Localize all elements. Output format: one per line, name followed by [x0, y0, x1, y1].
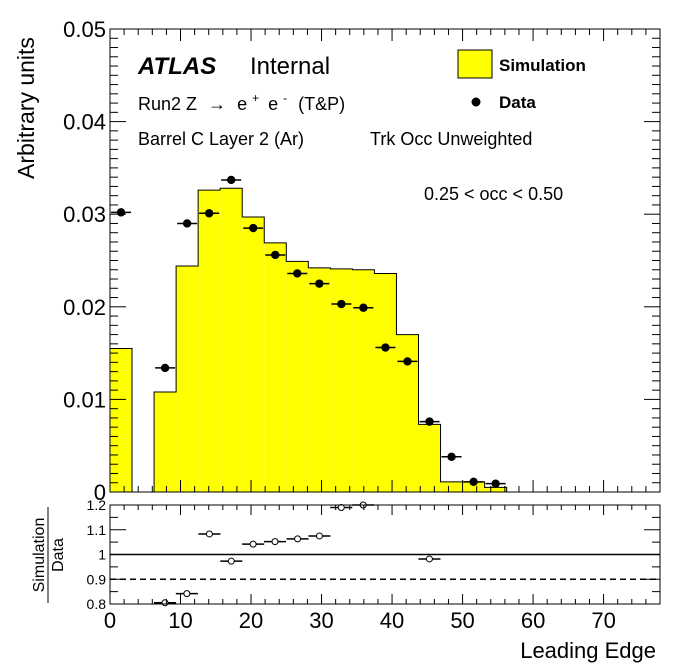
simulation-bar	[286, 261, 309, 492]
positron-charge: +	[252, 91, 259, 105]
process-suffix: (T&P)	[298, 94, 345, 114]
process-label: Run2 Z → e + e - (T&P)	[138, 86, 345, 114]
data-point	[337, 299, 346, 309]
process-arrow: →	[208, 94, 226, 114]
simulation-bar	[154, 391, 177, 492]
legend-data-label: Data	[499, 93, 536, 112]
ratio-x-ticks: 0 10 20 30 40 50 60 70	[104, 505, 661, 633]
region-label: Barrel C Layer 2 (Ar)	[138, 129, 304, 149]
weighting-label: Trk Occ Unweighted	[370, 129, 532, 149]
main-panel: 0 0.01 0.02 0.03 0.04 0.05	[63, 17, 661, 505]
legend-data-marker	[471, 97, 481, 107]
simulation-bar	[264, 242, 287, 492]
data-point	[359, 303, 368, 312]
simulation-bar	[374, 273, 397, 492]
simulation-bar	[242, 216, 265, 492]
main-y-tick-label: 0.02	[63, 295, 106, 320]
data-point	[315, 279, 324, 288]
ratio-y-tick-label: 0.9	[87, 571, 107, 587]
main-y-tick-label: 0.05	[63, 17, 106, 42]
occupancy-bin-label: 0.25 < occ < 0.50	[424, 184, 563, 204]
ratio-x-tick-label: 60	[521, 608, 545, 633]
main-y-ticks: 0 0.01 0.02 0.03 0.04 0.05	[63, 17, 660, 505]
simulation-bar	[462, 481, 485, 492]
legend-simulation-label: Simulation	[499, 56, 586, 75]
simulation-bar	[352, 269, 375, 492]
electron-symbol-2: e	[268, 94, 278, 114]
data-point	[271, 250, 280, 260]
simulation-bar	[198, 190, 221, 492]
legend-simulation-swatch	[457, 49, 493, 79]
ratio-point	[249, 540, 257, 548]
data-point	[381, 343, 390, 352]
ratio-x-tick-label: 20	[239, 608, 263, 633]
y-axis-title: Arbitrary units	[13, 37, 39, 179]
data-point	[469, 477, 478, 487]
data-point	[491, 479, 500, 488]
simulation-bar	[330, 268, 353, 492]
process-prefix: Run2 Z	[138, 94, 197, 114]
ratio-x-tick-label: 40	[380, 608, 404, 633]
ratio-y-tick-label: 0.8	[87, 596, 107, 612]
data-point	[447, 452, 456, 462]
ratio-x-tick-label: 0	[104, 608, 116, 633]
ratio-panel: 0 10 20 30 40 50 60 70 0.8 0.9 1 1.1 1.2	[87, 497, 661, 633]
simulation-histogram	[110, 188, 507, 492]
electron-symbol: e	[237, 94, 247, 114]
data-point	[116, 208, 126, 217]
data-point	[160, 363, 170, 373]
ratio-point	[161, 599, 169, 607]
main-y-tick-label: 0	[94, 480, 106, 505]
data-point	[249, 223, 258, 233]
ratio-y-tick-label: 1	[98, 547, 106, 563]
ratio-point	[205, 530, 213, 538]
simulation-bar	[440, 481, 463, 492]
data-points	[111, 175, 506, 488]
simulation-bar	[418, 424, 441, 492]
legend: Simulation Data	[457, 49, 586, 112]
ratio-point	[271, 538, 279, 546]
ratio-y-tick-label: 1.2	[87, 497, 107, 513]
ratio-y-numerator: Simulation	[31, 518, 48, 593]
ratio-point	[183, 590, 191, 598]
main-x-ticks	[109, 29, 661, 492]
ratio-point	[227, 557, 235, 565]
ratio-x-tick-label: 10	[168, 608, 192, 633]
data-point	[425, 417, 434, 426]
ratio-y-denominator: Data	[50, 538, 67, 572]
ratio-x-tick-label: 50	[450, 608, 474, 633]
simulation-bar	[220, 188, 243, 492]
electron-charge: -	[283, 91, 287, 105]
ratio-point	[315, 532, 323, 540]
x-axis-title: Leading Edge	[520, 638, 656, 663]
ratio-x-tick-label: 70	[591, 608, 615, 633]
simulation-bar	[176, 266, 199, 492]
simulation-bar	[308, 267, 331, 492]
ratio-point	[425, 555, 433, 563]
ratio-point	[294, 535, 302, 543]
data-point	[293, 269, 302, 278]
ratio-x-tick-label: 30	[309, 608, 333, 633]
ratio-y-axis-title: Simulation Data	[31, 507, 67, 603]
internal-label: Internal	[250, 53, 330, 80]
main-y-tick-label: 0.03	[63, 202, 106, 227]
ratio-y-tick-label: 1.1	[87, 522, 107, 538]
ratio-point	[337, 503, 345, 511]
simulation-bar	[484, 487, 507, 492]
data-point	[226, 175, 236, 185]
ratio-y-ticks: 0.8 0.9 1 1.1 1.2	[87, 497, 660, 612]
data-point	[182, 219, 192, 228]
simulation-bar	[396, 334, 419, 492]
data-point	[403, 357, 412, 366]
main-y-tick-label: 0.04	[63, 110, 106, 135]
main-y-tick-label: 0.01	[63, 387, 106, 412]
simulation-bar	[110, 348, 133, 492]
atlas-label: ATLAS	[137, 53, 216, 80]
data-point	[204, 209, 214, 218]
